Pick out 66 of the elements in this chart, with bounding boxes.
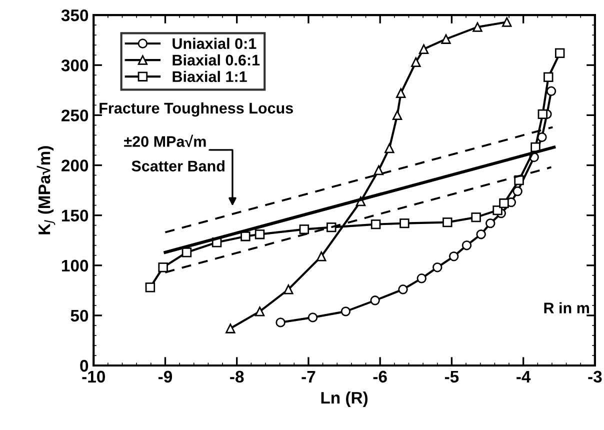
y-tick-label: 100	[62, 260, 88, 272]
point	[308, 312, 318, 322]
legend-label: Uniaxial 0:1	[172, 38, 256, 50]
point	[384, 143, 394, 154]
y-tick-label: 350	[61, 9, 88, 22]
point	[486, 218, 496, 228]
point	[254, 306, 265, 316]
y-tick-label: 250	[62, 110, 88, 122]
annotation: Fracture Toughness Locus	[100, 102, 293, 117]
point	[276, 318, 286, 328]
point	[442, 217, 452, 228]
point	[476, 229, 486, 240]
point	[240, 231, 250, 242]
point	[554, 48, 565, 58]
x-axis-title: Ln (R)	[321, 391, 368, 407]
x-tick-label: -6	[373, 370, 387, 383]
point	[432, 262, 442, 272]
x-tick-label: -3	[588, 370, 602, 383]
point	[538, 109, 548, 120]
point	[544, 72, 554, 82]
x-tick-label: -10	[82, 370, 105, 383]
x-tick-label: -5	[444, 370, 459, 383]
point	[284, 284, 294, 294]
y-tick-label: 50	[70, 310, 88, 322]
point	[471, 212, 481, 222]
y-tick-label: 150	[62, 210, 88, 222]
point	[158, 262, 168, 272]
y-tick-label: 200	[62, 160, 88, 172]
point	[370, 219, 381, 230]
x-tick-label: -9	[158, 370, 172, 383]
point	[492, 205, 502, 216]
annotation: ±20 MPa√m	[124, 134, 206, 147]
point	[462, 240, 472, 250]
point	[502, 17, 512, 27]
point	[512, 186, 522, 196]
y-tick-label: 0	[80, 360, 88, 372]
x-tick-label: -7	[302, 370, 316, 382]
point	[374, 165, 384, 176]
point	[411, 57, 421, 67]
point	[416, 274, 426, 284]
annotation: R in m	[544, 302, 589, 314]
point	[392, 110, 402, 120]
point	[182, 247, 192, 258]
x-tick-label: -4	[516, 370, 531, 382]
point	[441, 34, 451, 44]
y-tick-label: 300	[61, 60, 88, 72]
point	[299, 224, 310, 234]
x-tick-label: -8	[230, 370, 244, 383]
point	[448, 252, 459, 262]
point	[340, 306, 351, 316]
point	[546, 86, 556, 96]
point	[400, 218, 410, 228]
point	[472, 22, 482, 32]
y-axis-title: K$_{J}$ (MPa√m)	[36, 146, 56, 234]
point	[226, 324, 236, 334]
point	[370, 296, 380, 306]
point	[316, 252, 326, 262]
point	[254, 229, 265, 240]
annotation: Scatter Band	[132, 160, 224, 172]
legend-label: Biaxial 1:1	[172, 70, 247, 82]
point	[418, 44, 429, 54]
legend-label: Biaxial 0.6:1	[172, 54, 260, 66]
point	[396, 88, 406, 98]
point	[398, 284, 408, 294]
point	[145, 282, 156, 292]
point	[499, 198, 509, 208]
